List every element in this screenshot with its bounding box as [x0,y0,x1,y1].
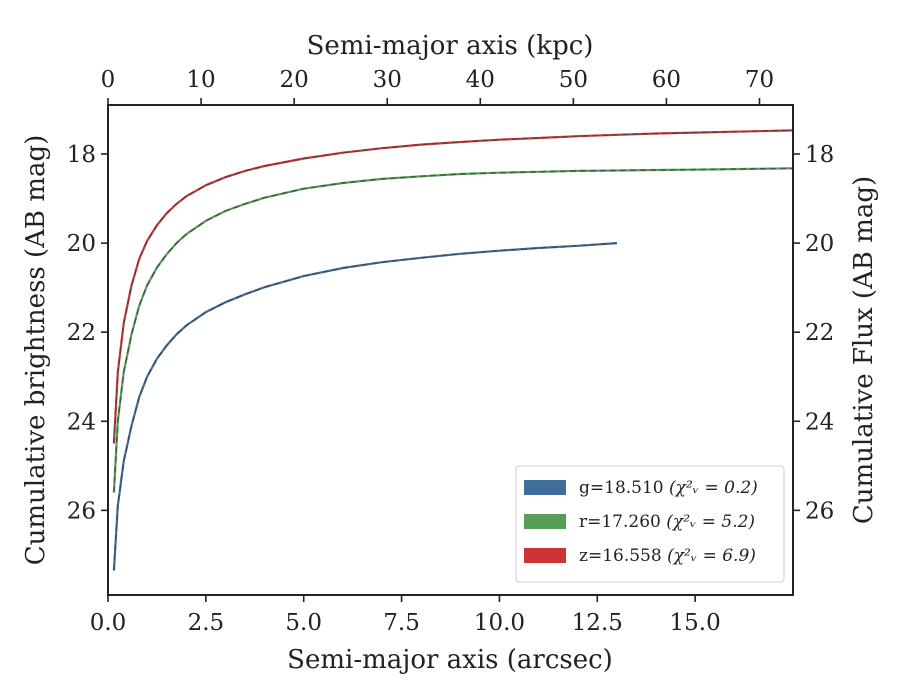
y-tick-label-1: 20 [67,231,96,257]
series-fit-line-1 [113,167,794,493]
y-tick-label-0: 18 [67,142,96,168]
legend-chi-1: (χ²ᵥ = 5.2) [666,512,755,532]
x-tick-label-1: 2.5 [188,610,225,636]
x-tick-label-4: 10.0 [474,610,525,636]
y-tick-label-2: 22 [67,320,96,346]
x2-tick-label-7: 70 [745,67,774,93]
legend-swatch-2 [524,548,566,563]
x2-tick-label-2: 20 [280,67,309,93]
legend-chi-2: (χ²ᵥ = 6.9) [667,546,756,566]
x2-tick-label-0: 0 [101,67,116,93]
x-axis-title: Semi-major axis (arcsec) [287,645,613,675]
legend-chi-0: (χ²ᵥ = 0.2) [669,478,758,498]
y-axis-title: Cumulative brightness (AB mag) [21,135,51,566]
series-line-1 [112,167,794,493]
legend-swatch-1 [524,514,566,529]
legend-label-0: g=18.510 (χ²ᵥ = 0.2) [579,478,758,498]
y2-tick-label-3: 24 [805,409,834,435]
y2-axis-title: Cumulative Flux (AB mag) [849,176,879,524]
plot-area [112,129,794,571]
x2-tick-label-3: 30 [373,67,402,93]
x2-tick-label-4: 40 [466,67,495,93]
x2-tick-label-1: 10 [186,67,215,93]
series-line-2 [112,129,794,444]
legend-box [515,465,785,583]
x-tick-label-3: 7.5 [383,610,420,636]
y-tick-label-4: 26 [67,498,96,524]
legend: g=18.510 (χ²ᵥ = 0.2)r=17.260 (χ²ᵥ = 5.2)… [515,465,785,583]
series-fit-line-2 [113,129,794,444]
series-fit-line-0 [113,242,617,571]
legend-swatch-0 [524,480,566,495]
y2-tick-label-0: 18 [805,142,834,168]
legend-series-name-2: z=16.558 [579,546,667,566]
y2-tick-label-2: 22 [805,320,834,346]
x2-tick-label-6: 60 [652,67,681,93]
x-tick-label-6: 15.0 [670,610,721,636]
x2-axis-title: Semi-major axis (kpc) [307,31,594,61]
legend-series-name-1: r=17.260 [579,512,666,532]
axes: 0.0 2.5 5.0 7.5 10.0 12.5 15.0 0 10 20 30 40 50 60 70 1… [67,67,835,636]
legend-label-2: z=16.558 (χ²ᵥ = 6.9) [579,546,756,566]
y2-tick-label-4: 26 [805,498,834,524]
axes-frame [107,104,794,596]
x2-tick-label-5: 50 [559,67,588,93]
y-tick-label-3: 24 [67,409,96,435]
x-tick-label-0: 0.0 [90,610,127,636]
legend-series-name-0: g=18.510 [579,478,669,498]
legend-label-1: r=17.260 (χ²ᵥ = 5.2) [579,512,755,532]
x-tick-label-2: 5.0 [285,610,322,636]
y2-tick-label-1: 20 [805,231,834,257]
x-tick-label-5: 12.5 [572,610,623,636]
